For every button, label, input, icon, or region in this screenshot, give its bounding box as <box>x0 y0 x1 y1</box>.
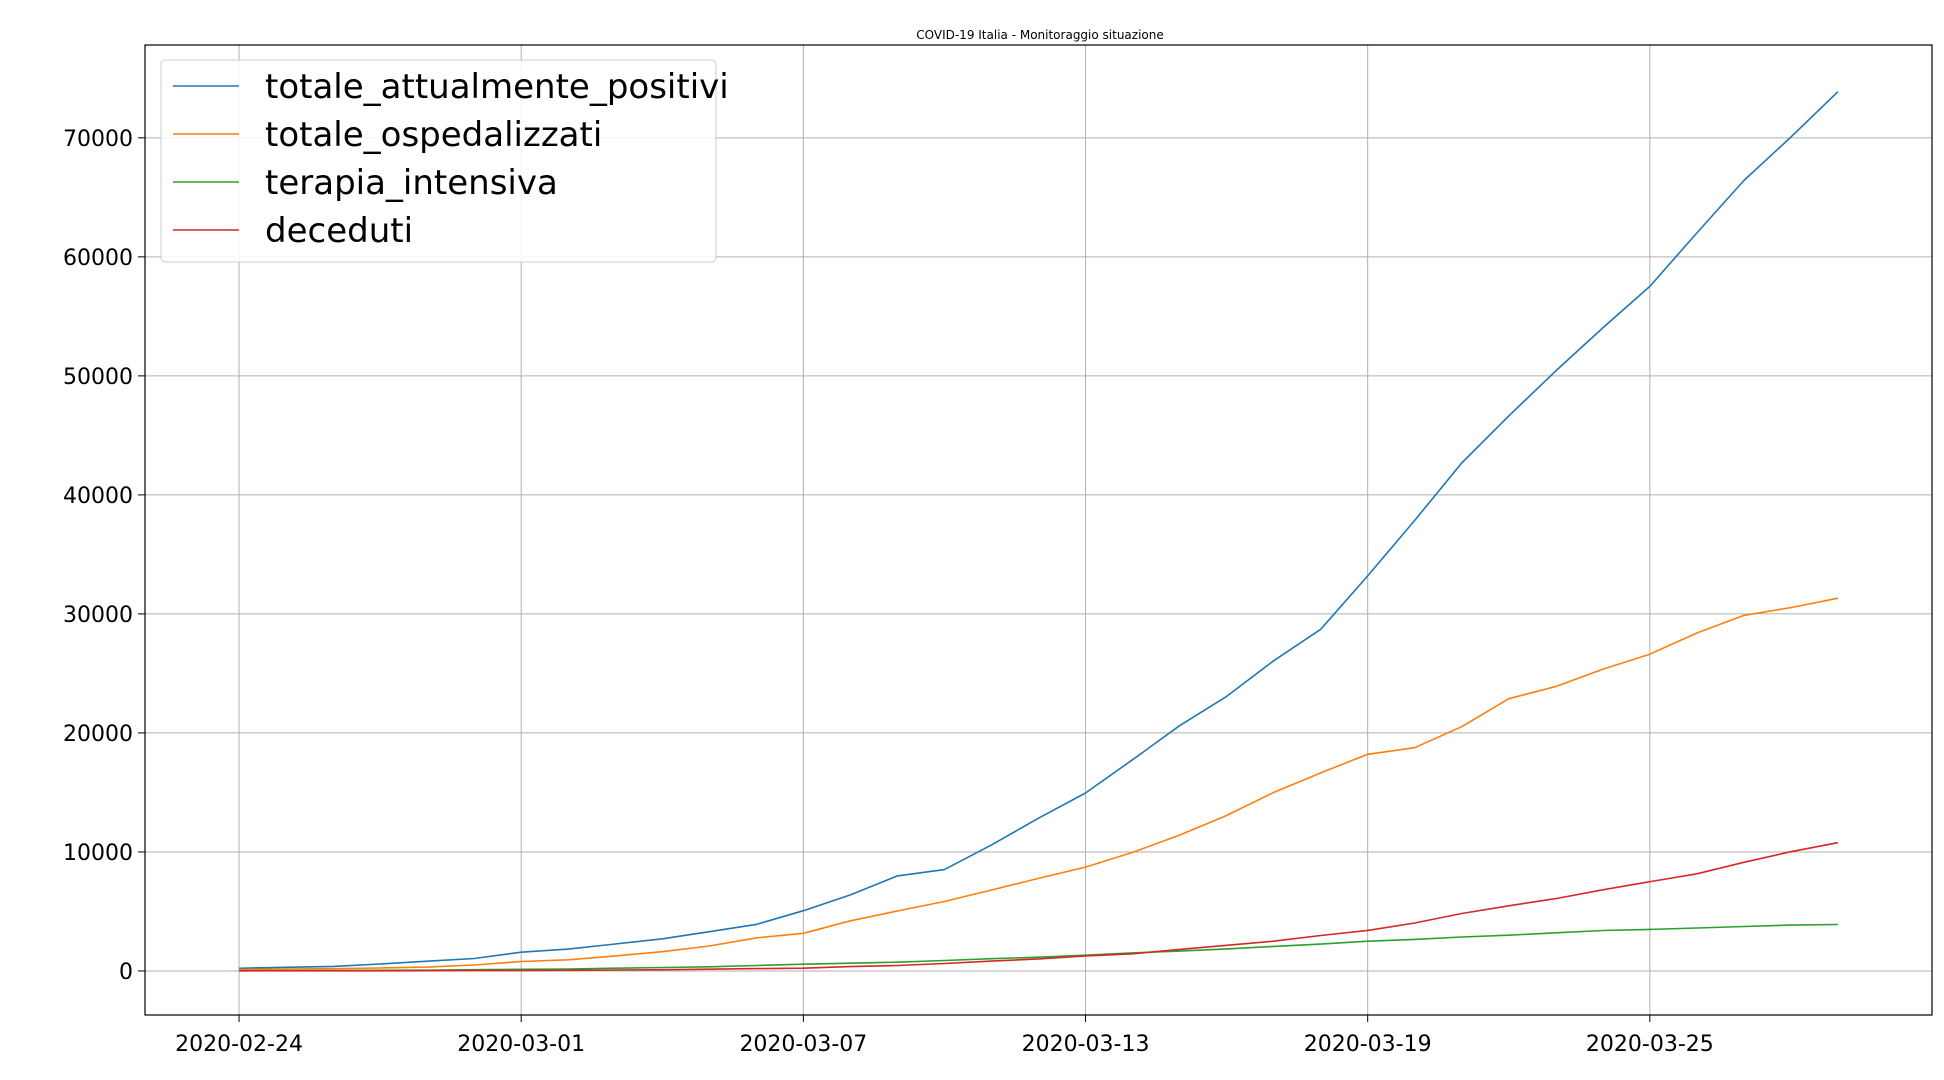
x-tick-label: 2020-03-25 <box>1586 1032 1714 1057</box>
grid <box>145 45 1932 1015</box>
legend-label: totale_attualmente_positivi <box>265 67 729 107</box>
plot-area-frame <box>144 44 1933 1016</box>
y-tick-label: 0 <box>119 960 133 985</box>
series-line-terapia-intensiva <box>239 923 1838 972</box>
x-tick-label: 2020-03-19 <box>1304 1032 1432 1057</box>
series-line-totale-attualmente-positivi <box>239 91 1839 970</box>
legend: totale_attualmente_positivi totale_ospeda… <box>160 59 729 263</box>
y-tick-label: 60000 <box>63 246 133 271</box>
legend-label: terapia_intensiva <box>265 163 558 203</box>
legend-label: totale_ospedalizzati <box>265 115 602 155</box>
y-tick-label: 50000 <box>63 365 133 390</box>
y-tick-label: 30000 <box>63 603 133 628</box>
chart-title: COVID-19 Italia - Monitoraggio situazion… <box>916 28 1164 42</box>
x-tick-label: 2020-03-01 <box>457 1032 585 1057</box>
y-tick-label: 40000 <box>63 484 133 509</box>
series-line-deceduti <box>239 841 1839 972</box>
y-tick-label: 70000 <box>63 127 133 152</box>
x-tick-label: 2020-02-24 <box>175 1032 303 1057</box>
legend-label: deceduti <box>265 211 413 251</box>
legend-box <box>160 59 717 263</box>
y-tick-label: 20000 <box>63 722 133 747</box>
series-lines <box>239 91 1839 972</box>
y-tick-label: 10000 <box>63 841 133 866</box>
x-tick-label: 2020-03-13 <box>1022 1032 1150 1057</box>
series-line-totale-ospedalizzati <box>239 597 1839 971</box>
axes: 2020-02-24 2020-03-01 2020-03-07 2020-03-13… <box>63 127 1714 1057</box>
x-tick-label: 2020-03-07 <box>739 1032 867 1057</box>
